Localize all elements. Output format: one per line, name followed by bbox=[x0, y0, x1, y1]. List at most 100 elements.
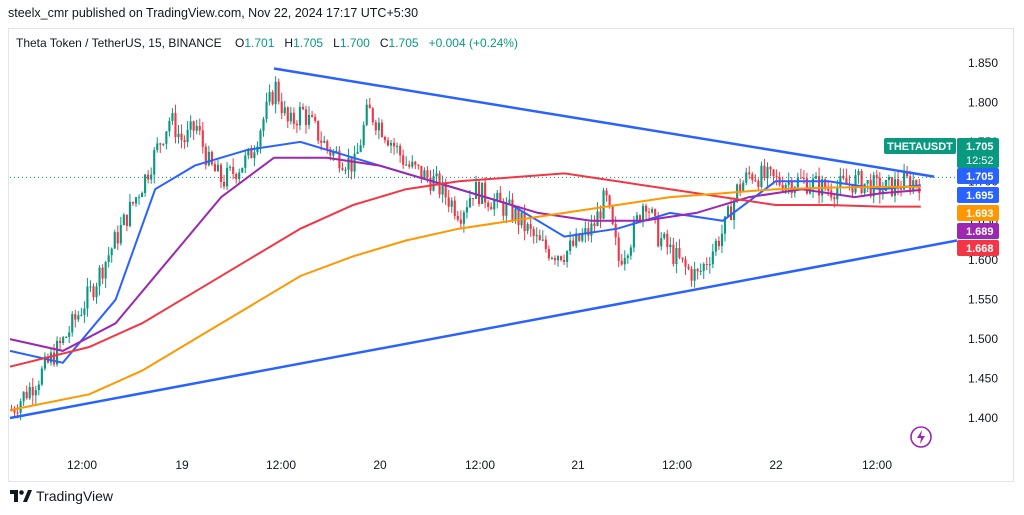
moving-average-line bbox=[9, 172, 921, 368]
candle-body bbox=[617, 237, 620, 261]
candle-body bbox=[392, 142, 396, 147]
candle-body bbox=[389, 142, 393, 146]
candle-body bbox=[641, 205, 645, 222]
candle-body bbox=[92, 286, 95, 298]
price-badge-time: 12:52 bbox=[966, 155, 994, 167]
candle-body bbox=[40, 368, 43, 385]
candle-body bbox=[468, 198, 472, 208]
candle-body bbox=[77, 315, 80, 320]
candle-body bbox=[757, 180, 760, 187]
candle-body bbox=[663, 233, 666, 239]
candle-body bbox=[675, 247, 678, 265]
candle-body bbox=[168, 120, 171, 132]
candle-body bbox=[863, 183, 866, 194]
candle-body bbox=[192, 121, 195, 131]
candle-body bbox=[16, 412, 19, 414]
candle-body bbox=[216, 164, 220, 172]
price-badge-value: 1.689 bbox=[966, 226, 994, 238]
candle-body bbox=[872, 175, 875, 197]
candle-body bbox=[687, 266, 690, 269]
candle-body bbox=[59, 340, 62, 343]
candle-body bbox=[368, 104, 371, 109]
candle-body bbox=[141, 192, 144, 198]
candle-body bbox=[754, 180, 757, 182]
candle-body bbox=[775, 176, 778, 178]
candle-body bbox=[259, 130, 262, 147]
candle-body bbox=[851, 184, 854, 193]
price-badge bbox=[957, 187, 999, 203]
candle-body bbox=[68, 332, 71, 337]
candle-body bbox=[383, 137, 387, 141]
candle-body bbox=[238, 172, 241, 180]
candle-body bbox=[13, 410, 16, 413]
candle-body bbox=[201, 130, 204, 147]
candle-body bbox=[80, 314, 83, 316]
candle-body bbox=[523, 212, 526, 232]
candle-body bbox=[171, 113, 174, 121]
candle-body bbox=[210, 151, 213, 165]
candle-body bbox=[799, 177, 802, 179]
candle-body bbox=[481, 182, 484, 204]
candle-body bbox=[95, 286, 98, 298]
candle-body bbox=[250, 148, 253, 159]
candle-body bbox=[657, 215, 660, 247]
candle-body bbox=[28, 386, 31, 399]
candle-body bbox=[896, 179, 900, 189]
candle-body bbox=[487, 202, 490, 207]
y-tick-label: 1.450 bbox=[968, 372, 998, 386]
candle-body bbox=[183, 140, 186, 143]
candle-body bbox=[31, 386, 34, 396]
y-tick-label: 1.400 bbox=[968, 411, 998, 425]
candle-body bbox=[402, 155, 405, 165]
candle-body bbox=[365, 104, 368, 125]
tradingview-logo[interactable]: TradingView bbox=[10, 488, 113, 504]
x-tick-label: 12:00 bbox=[862, 458, 892, 472]
y-tick-label: 1.500 bbox=[968, 332, 998, 346]
candle-body bbox=[651, 209, 654, 213]
open-label: O bbox=[235, 36, 245, 50]
candle-body bbox=[532, 229, 535, 237]
candle-body bbox=[429, 177, 432, 191]
candle-body bbox=[405, 164, 408, 166]
x-tick-label: 12:00 bbox=[662, 458, 692, 472]
candle-body bbox=[456, 215, 459, 220]
symbol-badge bbox=[884, 138, 956, 154]
x-tick-label: 12:00 bbox=[465, 458, 495, 472]
candle-body bbox=[65, 336, 68, 338]
candle-body bbox=[745, 172, 748, 183]
candle-body bbox=[827, 188, 830, 191]
x-tick-label: 12:00 bbox=[67, 458, 97, 472]
high-label: H bbox=[284, 36, 294, 50]
candle-body bbox=[620, 260, 623, 265]
lightning-icon[interactable] bbox=[909, 425, 933, 449]
y-tick-label: 1.800 bbox=[968, 95, 998, 109]
candle-body bbox=[681, 257, 684, 260]
candle-body bbox=[547, 248, 550, 259]
candle-body bbox=[22, 391, 25, 402]
candle-body bbox=[490, 206, 493, 210]
candle-body bbox=[414, 161, 417, 165]
candle-body bbox=[535, 235, 538, 237]
price-badge-value: 1.705 bbox=[966, 141, 994, 153]
candle-body bbox=[177, 133, 180, 138]
tradingview-logo-icon bbox=[10, 490, 32, 502]
candle-body bbox=[371, 108, 374, 123]
candle-body bbox=[726, 206, 730, 217]
candle-body bbox=[569, 240, 572, 252]
candle-body bbox=[505, 202, 508, 216]
candle-body bbox=[241, 167, 244, 173]
candle-body bbox=[666, 233, 669, 248]
price-badge bbox=[957, 240, 999, 256]
candle-body bbox=[459, 219, 462, 224]
candle-body bbox=[544, 239, 547, 249]
candle-body bbox=[608, 195, 611, 207]
candle-body bbox=[320, 140, 323, 143]
close-label: C bbox=[379, 36, 389, 50]
candle-body bbox=[638, 215, 642, 222]
candle-body bbox=[684, 259, 687, 267]
candle-body bbox=[517, 208, 520, 226]
candle-body bbox=[122, 214, 125, 226]
candle-body bbox=[204, 146, 207, 166]
candle-body bbox=[262, 119, 265, 131]
